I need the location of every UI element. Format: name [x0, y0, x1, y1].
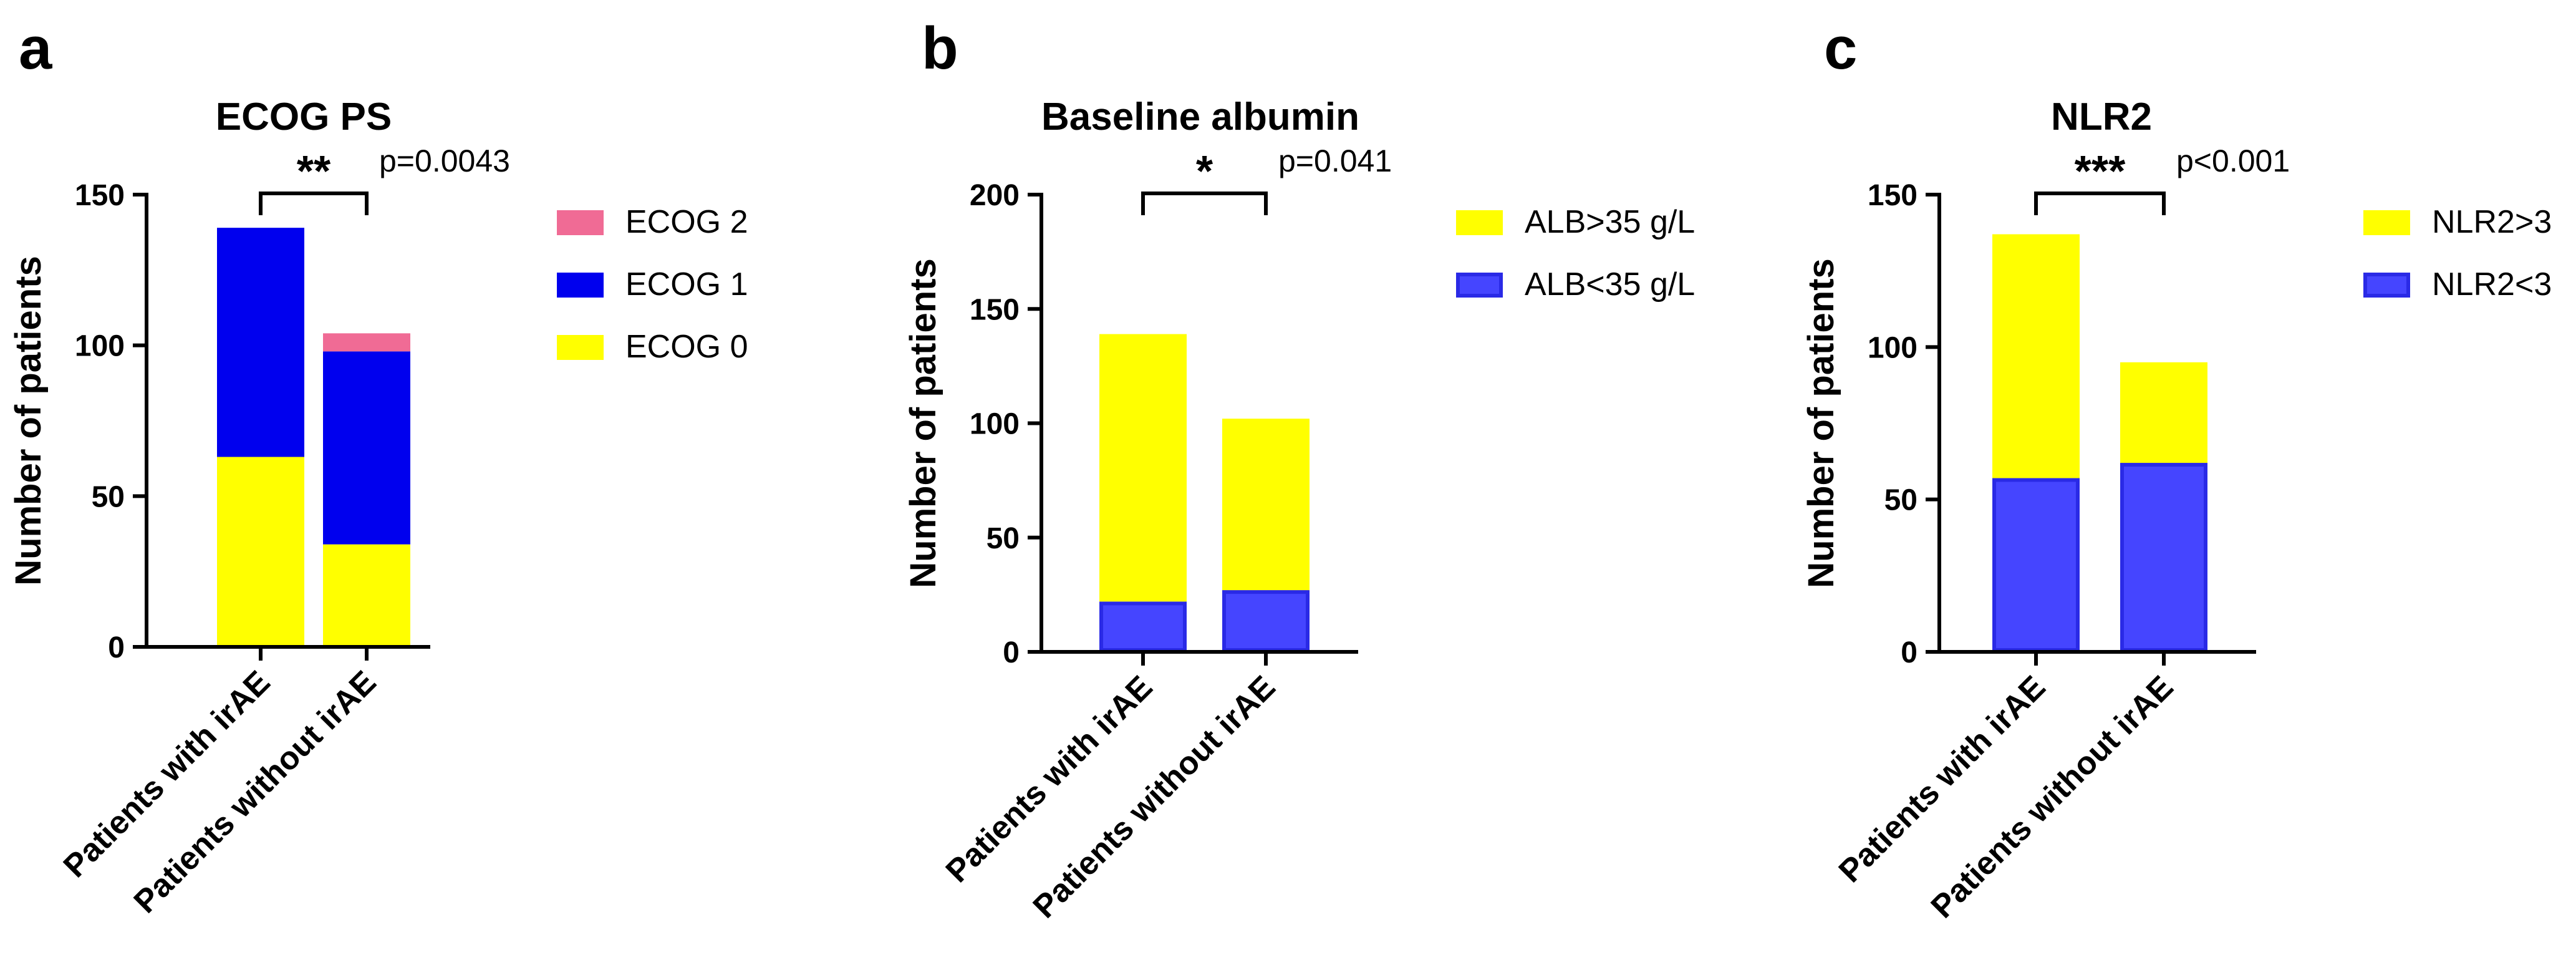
y-tick-label: 0	[1003, 636, 1020, 669]
bar-ecog-2-without-irae	[323, 333, 410, 352]
y-axis-label: Number of patients	[8, 256, 49, 586]
y-tick-label: 150	[75, 179, 125, 212]
y-tick-label: 50	[987, 522, 1020, 555]
significance-bracket	[1141, 192, 1268, 215]
bar-ecog-1-with-irae	[217, 228, 304, 457]
bar-ecog-0-without-irae	[323, 544, 410, 647]
bar-alb-35-g-l-with-irae	[1099, 334, 1187, 602]
legend-swatch	[557, 335, 604, 360]
bar-alb-35-g-l-with-irae	[1099, 601, 1187, 652]
bar-ecog-0-with-irae	[217, 457, 304, 647]
chart-title: ECOG PS	[216, 95, 392, 138]
y-tick-label: 150	[1868, 179, 1918, 212]
significance-stars: **	[297, 147, 331, 195]
y-tick-label: 150	[970, 293, 1020, 326]
y-tick-label: 200	[970, 179, 1020, 212]
x-category-label: Patients without irAE	[1026, 669, 1283, 925]
p-value: p=0.041	[1278, 143, 1392, 178]
y-tick-label: 100	[970, 408, 1020, 441]
panel-letter: c	[1824, 15, 1857, 82]
y-tick-label: 100	[1868, 331, 1918, 364]
y-axis-label: Number of patients	[903, 258, 943, 588]
legend-label: NLR2>3	[2432, 204, 2552, 240]
p-value: p=0.0043	[379, 143, 510, 178]
legend-label: ECOG 0	[625, 329, 748, 365]
panel-letter: b	[922, 15, 958, 82]
legend-label: ALB<35 g/L	[1525, 266, 1695, 303]
bar-nlr2-3-with-irae	[1992, 234, 2080, 478]
legend-label: ECOG 1	[625, 266, 748, 303]
chart-title: Baseline albumin	[1041, 95, 1359, 138]
bar-ecog-1-without-irae	[323, 351, 410, 545]
chart-panel-b: b Baseline albumin Number of patients 0 50 10…	[903, 15, 1695, 925]
x-category-label: Patients with irAE	[57, 664, 277, 885]
legend-label: NLR2<3	[2432, 266, 2552, 303]
x-category-label: Patients with irAE	[1832, 669, 2053, 890]
legend-swatch	[2363, 210, 2410, 235]
significance-bracket	[2034, 192, 2166, 215]
y-tick-label: 50	[1884, 484, 1918, 517]
x-category-label: Patients without irAE	[1924, 669, 2181, 925]
y-tick-label: 50	[92, 480, 125, 513]
legend-swatch	[1456, 210, 1503, 235]
y-tick-label: 0	[1901, 636, 1918, 669]
y-axis-label: Number of patients	[1801, 258, 1841, 588]
chart-panel-a: a ECOG PS Number of patients 0 50 100 150 Patie…	[8, 15, 748, 920]
bar-nlr2-3-without-irae	[2120, 362, 2207, 463]
chart-panel-c: c NLR2 Number of patients 0 50 100 150 Patients…	[1801, 15, 2552, 925]
significance-bracket	[259, 192, 369, 215]
bar-nlr2-3-with-irae	[1992, 478, 2080, 652]
significance-stars: *	[1196, 147, 1213, 195]
legend-label: ECOG 2	[625, 204, 748, 240]
legend-swatch	[557, 273, 604, 298]
chart-title: NLR2	[2051, 95, 2152, 138]
bar-nlr2-3-without-irae	[2120, 463, 2207, 652]
legend-swatch	[557, 210, 604, 235]
significance-stars: ***	[2075, 147, 2126, 195]
panel-letter: a	[19, 15, 52, 82]
y-tick-label: 0	[108, 631, 125, 664]
x-category-label: Patients with irAE	[939, 669, 1160, 890]
p-value: p<0.001	[2176, 143, 2290, 178]
legend-swatch	[1456, 273, 1503, 298]
y-tick-label: 100	[75, 330, 125, 363]
bar-alb-35-g-l-without-irae	[1222, 590, 1310, 652]
bar-alb-35-g-l-without-irae	[1222, 419, 1310, 591]
legend-swatch	[2363, 273, 2410, 298]
legend-label: ALB>35 g/L	[1525, 204, 1695, 240]
